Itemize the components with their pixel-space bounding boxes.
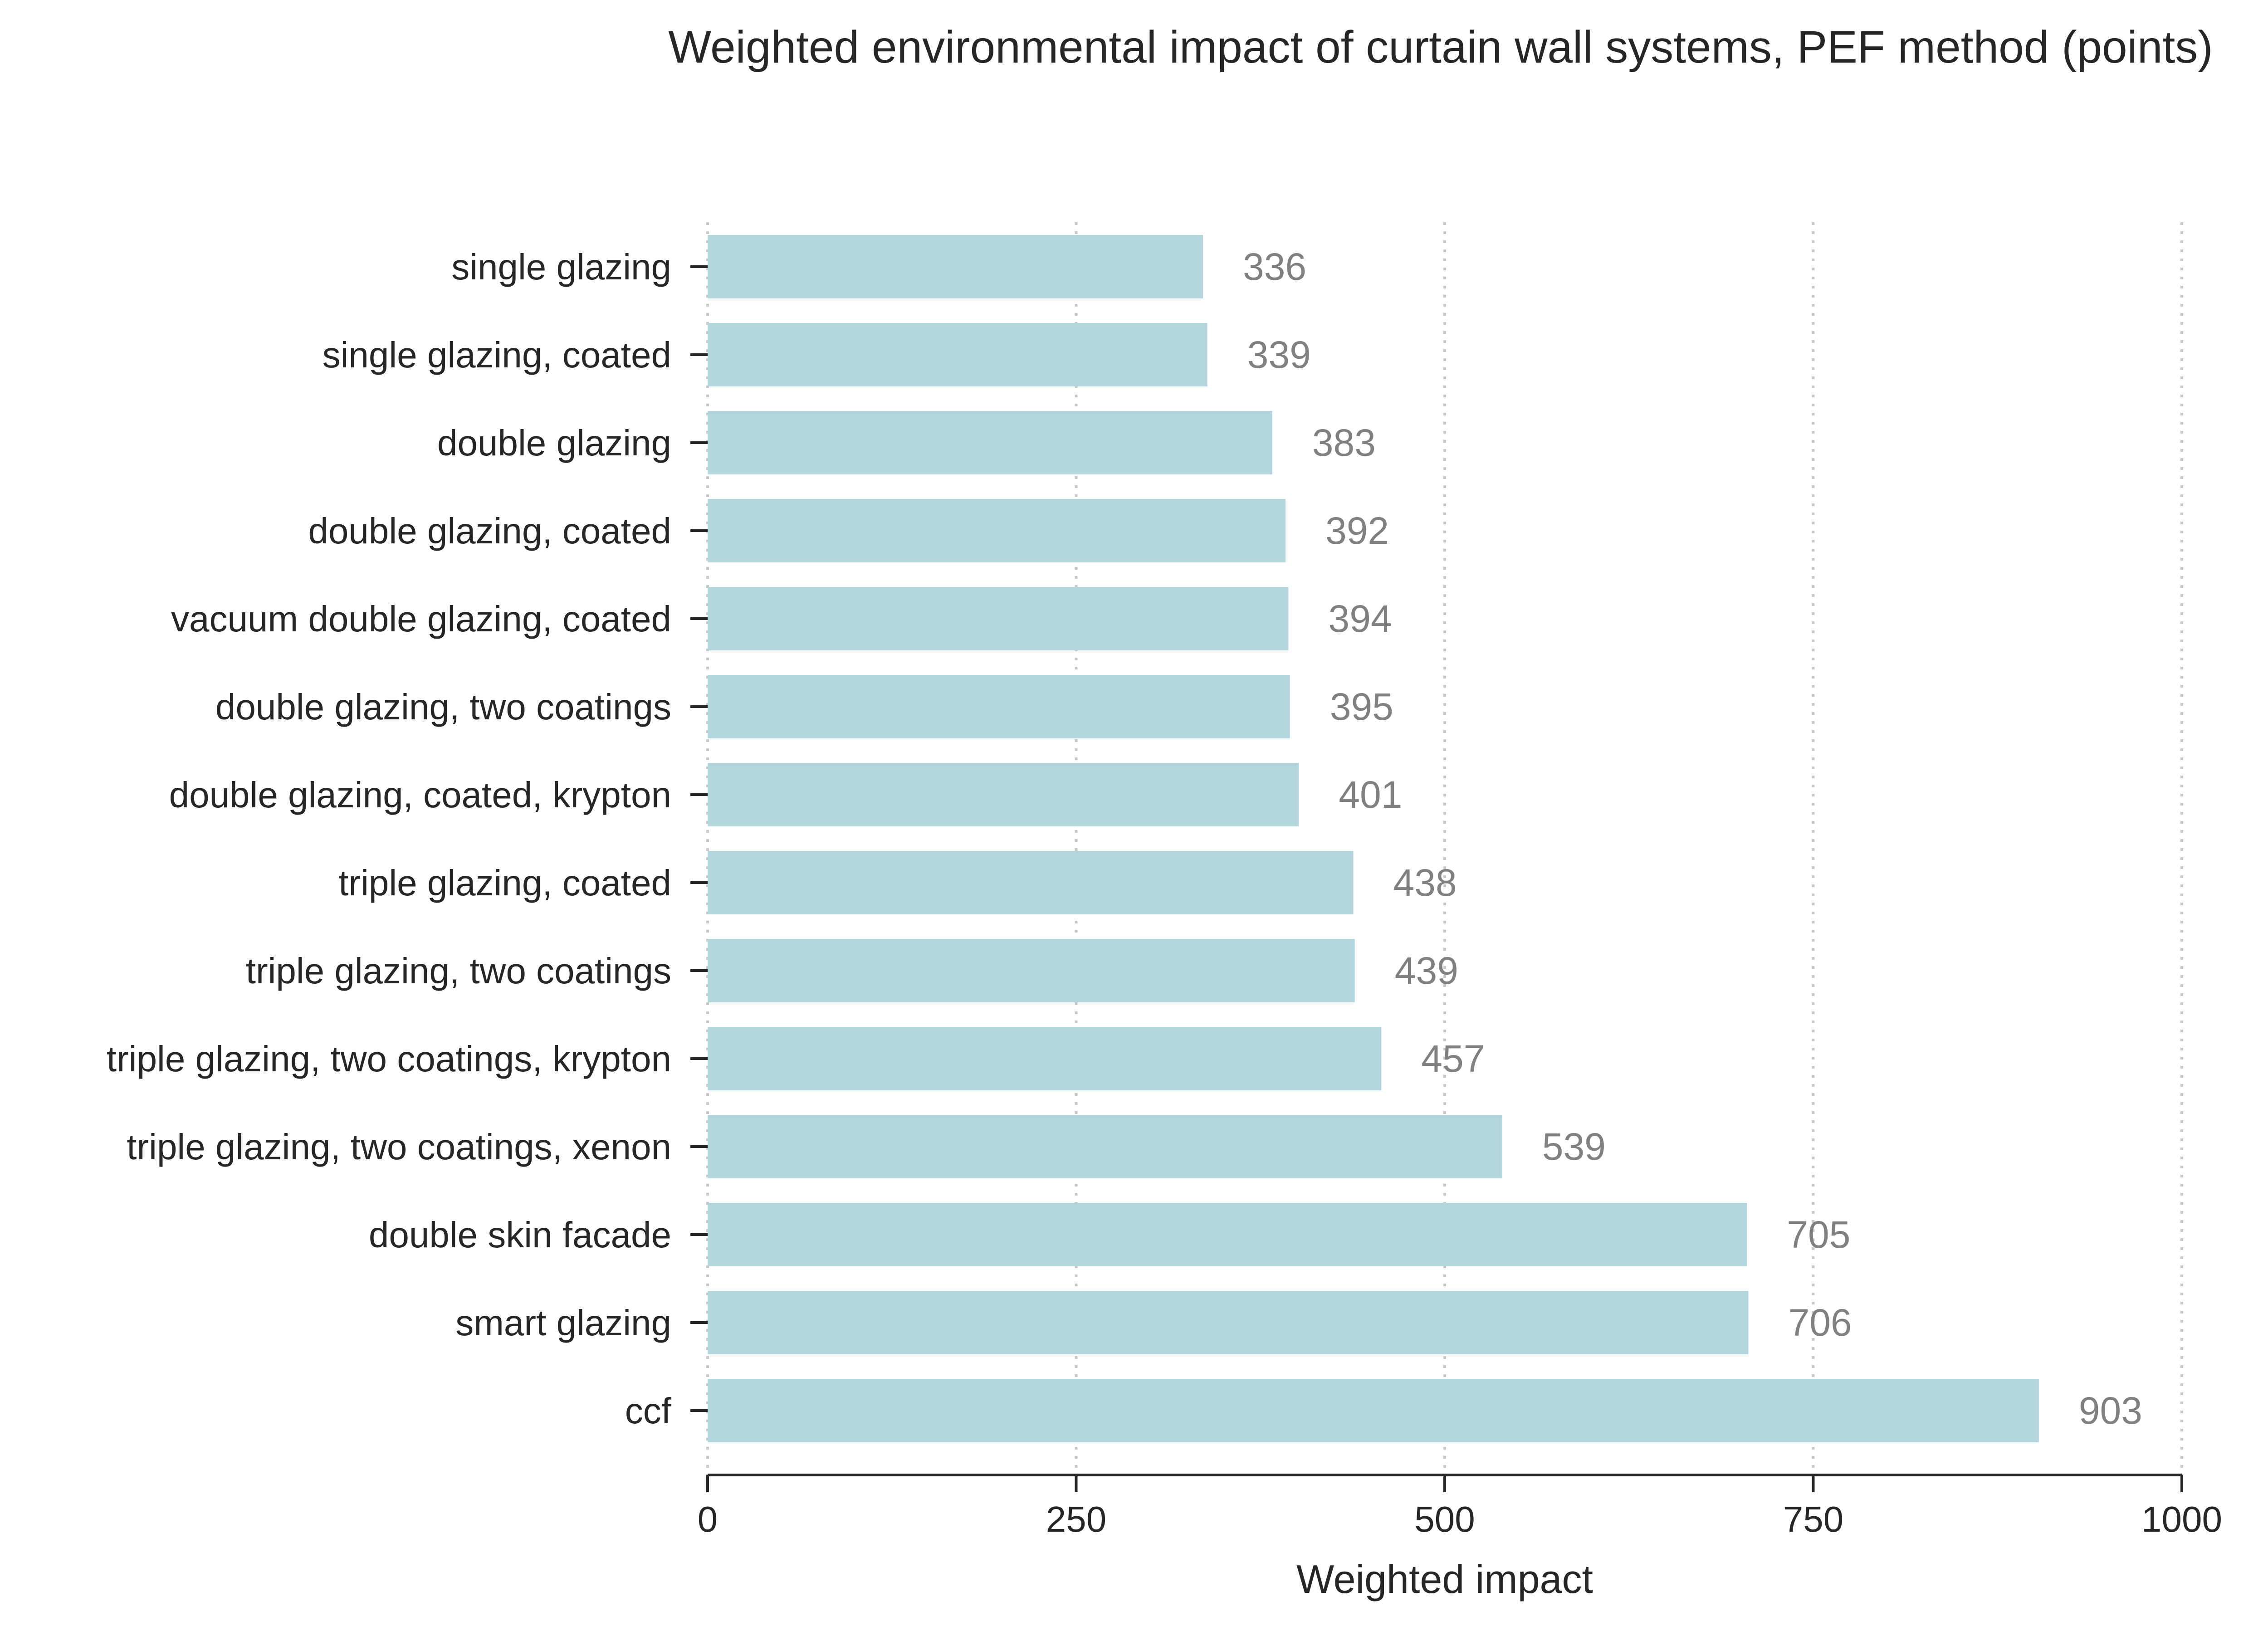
value-label: 706 (1789, 1301, 1852, 1344)
bar (708, 1115, 1502, 1178)
bar (708, 1027, 1382, 1090)
value-label: 395 (1330, 685, 1393, 728)
y-tick-label: double glazing (437, 423, 671, 463)
value-label: 457 (1421, 1037, 1485, 1080)
y-tick-label: double glazing, two coatings (215, 687, 671, 727)
x-axis-label: Weighted impact (1296, 1557, 1593, 1602)
y-tick-label: single glazing (451, 247, 671, 287)
bar (708, 499, 1286, 562)
x-tick-label: 500 (1414, 1499, 1475, 1539)
bar (708, 763, 1299, 826)
y-tick-label: single glazing, coated (323, 335, 671, 375)
y-tick-label: smart glazing (455, 1303, 671, 1343)
value-label: 539 (1542, 1125, 1606, 1168)
value-label: 336 (1243, 245, 1306, 288)
value-label: 394 (1329, 597, 1392, 640)
bar (708, 1203, 1747, 1266)
bar (708, 851, 1354, 914)
value-label: 439 (1395, 949, 1458, 992)
y-tick-label: double glazing, coated (308, 511, 671, 551)
chart-title: Weighted environmental impact of curtain… (668, 22, 2213, 73)
x-axis: 0 250 500 750 1000 (698, 1474, 2222, 1539)
y-tick-label: vacuum double glazing, coated (171, 599, 671, 639)
value-label: 903 (2079, 1389, 2142, 1432)
bar (708, 1291, 1749, 1354)
value-label: 705 (1787, 1213, 1850, 1256)
y-tick-label: triple glazing, two coatings, xenon (127, 1127, 671, 1167)
bar (708, 675, 1290, 738)
x-tick-label: 250 (1046, 1499, 1106, 1539)
bar (708, 411, 1272, 474)
y-tick-label: triple glazing, coated (338, 863, 671, 903)
value-label: 383 (1312, 421, 1376, 464)
value-label: 339 (1247, 333, 1311, 376)
x-tick-label: 1000 (2141, 1499, 2222, 1539)
y-tick-label: double glazing, coated, krypton (169, 775, 671, 815)
bar (708, 323, 1207, 386)
y-axis: single glazing single glazing, coated doub… (107, 247, 708, 1431)
y-tick-label: ccf (625, 1391, 672, 1431)
value-label: 438 (1393, 861, 1457, 904)
value-label: 401 (1339, 773, 1402, 816)
bar (708, 587, 1289, 650)
value-label: 392 (1325, 509, 1389, 552)
bars (708, 235, 2039, 1442)
y-tick-label: triple glazing, two coatings, krypton (107, 1039, 671, 1079)
grid-lines (706, 222, 2183, 1475)
y-tick-label: triple glazing, two coatings (246, 951, 671, 991)
bar (708, 235, 1203, 298)
x-tick-label: 750 (1783, 1499, 1843, 1539)
bar (708, 1379, 2039, 1442)
bar (708, 939, 1355, 1002)
value-labels: 336 339 383 392 394 395 401 438 439 457 539 705 706 9… (1243, 245, 2142, 1432)
y-tick-label: double skin facade (369, 1215, 671, 1255)
x-tick-label: 0 (698, 1499, 718, 1539)
